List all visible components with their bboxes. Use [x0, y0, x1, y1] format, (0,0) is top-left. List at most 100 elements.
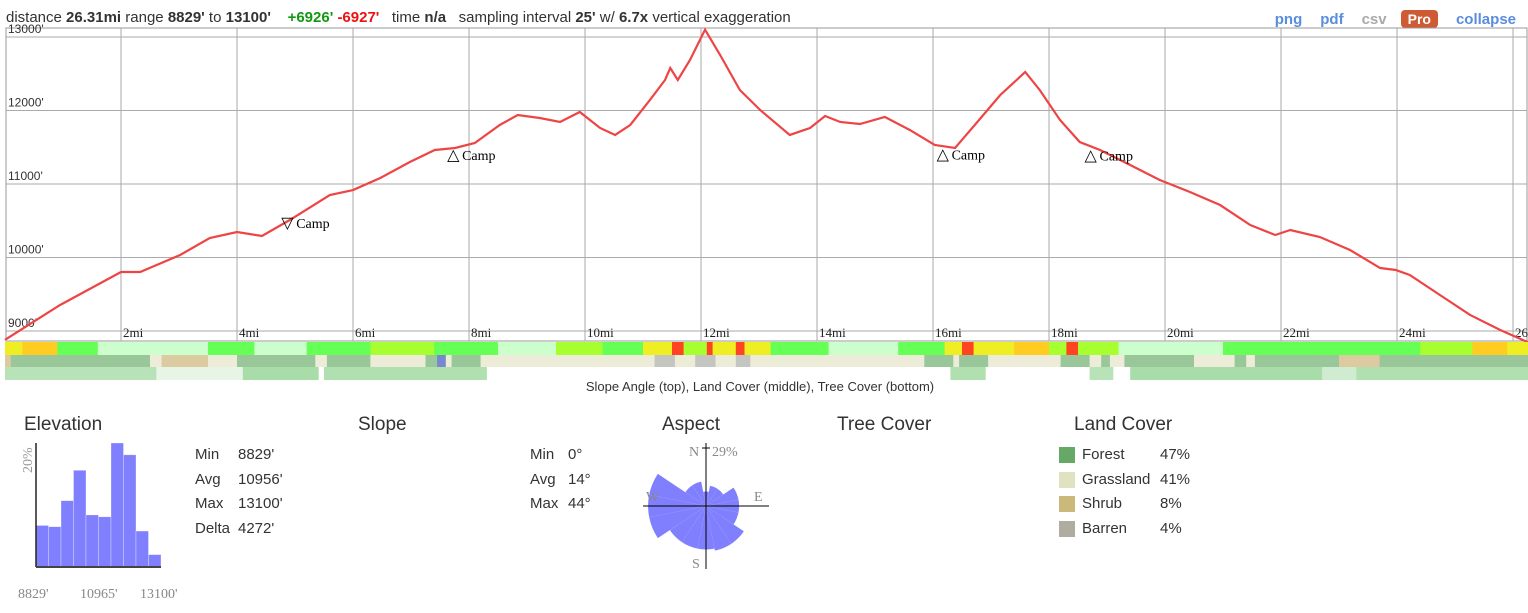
sampling-label: sampling interval: [458, 9, 572, 26]
tree-cover-strip-segment: [950, 367, 986, 380]
histogram-bar: [35, 525, 49, 568]
slope-strip-segment: [828, 342, 899, 355]
aspect-sector: [706, 506, 739, 525]
slope-strip-segment: [735, 342, 745, 355]
slope-strip-segment: [744, 342, 772, 355]
with-label: w/: [599, 9, 615, 26]
elevation-title: Elevation: [24, 414, 103, 435]
collapse-link[interactable]: collapse: [1455, 10, 1516, 28]
tree-cover-title: Tree Cover: [837, 414, 932, 435]
x-axis-label: 13100': [140, 587, 178, 602]
land-cover-strip-segment: [1379, 355, 1528, 367]
slope-strip-segment: [1472, 342, 1508, 355]
x-tick-label: 26: [1515, 325, 1528, 340]
land-cover-strip-segment: [988, 355, 1062, 367]
land-cover-strip-segment: [451, 355, 482, 367]
x-tick-label: 10mi: [587, 325, 614, 340]
x-tick-label: 20mi: [1167, 325, 1194, 340]
land-cover-pct: 8%: [1160, 495, 1182, 512]
tree-cover-histogram: 44%0%50%100%: [813, 430, 1013, 610]
x-tick-label: 16mi: [935, 325, 962, 340]
slope-strip-segment: [1014, 342, 1050, 355]
camp-label: Camp: [462, 149, 495, 164]
land-cover-strip-segment: [1109, 355, 1125, 367]
slope-strip-segment: [121, 342, 209, 355]
slope-strip-segment: [208, 342, 255, 355]
slope-strip-segment: [944, 342, 963, 355]
land-cover-name: Barren: [1082, 519, 1128, 537]
elevation-loss: -6927': [337, 9, 380, 26]
slope-strip-segment: [1066, 342, 1079, 355]
elevation-profile-chart[interactable]: 9000' 10000' 11000' 12000' 13000' 2mi 4mi 6mi 8m…: [0, 0, 1528, 382]
elevation-histogram: 20% 8829' 10965' 13100': [18, 442, 178, 602]
slope-strip-segment: [97, 342, 122, 355]
land-cover-pct: 41%: [1160, 470, 1191, 488]
aspect-sector: [706, 506, 732, 551]
camp-marker-icon[interactable]: △: [1085, 148, 1098, 165]
aspect-sector: [669, 506, 706, 543]
range-min: 8829': [167, 9, 205, 26]
slope-strip-segment: [1507, 342, 1528, 355]
land-cover-swatch: [1059, 520, 1075, 537]
slope-strip-segment: [602, 342, 644, 355]
x-tick-label: 14mi: [819, 325, 846, 340]
camp-marker-icon[interactable]: △: [937, 146, 950, 163]
y-tick-label: 9000': [8, 316, 37, 330]
west-label: W: [646, 490, 660, 505]
export-links: png pdf csv Pro collapse: [1257, 10, 1516, 28]
land-cover-strip-segment: [750, 355, 925, 367]
stat-value: 0°: [568, 446, 583, 463]
land-cover-strip-segment: [1194, 355, 1236, 367]
land-cover-name: Shrub: [1082, 495, 1123, 512]
slope-strip-segment: [1223, 342, 1282, 355]
slope-strip-segment: [1078, 342, 1120, 355]
slope-strip-segment: [556, 342, 603, 355]
land-cover-strip-segment: [437, 355, 447, 367]
histogram-bar: [123, 454, 137, 568]
land-cover-name: Grassland: [1082, 470, 1151, 488]
slope-strip-segment: [672, 342, 685, 355]
camp-marker-icon[interactable]: △: [447, 147, 460, 164]
land-cover-title: Land Cover: [1074, 414, 1173, 435]
tree-cover-strip-segment: [5, 367, 157, 380]
slope-title: Slope: [358, 414, 407, 435]
aspect-max-label: 29%: [712, 445, 738, 460]
slope-strip-segment: [57, 342, 99, 355]
y-max-label: 20%: [21, 447, 36, 473]
png-link[interactable]: png: [1274, 10, 1303, 28]
stat-label: Min: [530, 446, 555, 463]
elevation-line: [4, 27, 1528, 344]
pro-badge[interactable]: Pro: [1400, 10, 1438, 28]
camp-label: Camp: [296, 217, 329, 232]
x-tick-label: 24mi: [1399, 325, 1426, 340]
camp-marker-icon[interactable]: ▽: [281, 215, 294, 232]
north-label: N: [689, 445, 699, 460]
land-cover-strip-segment: [161, 355, 209, 367]
land-cover-strip-segment: [5, 355, 12, 367]
x-axis-label: 10965': [80, 587, 118, 602]
land-cover-name: Forest: [1082, 446, 1125, 463]
camp-label: Camp: [952, 148, 985, 163]
stat-label: Avg: [195, 470, 221, 488]
pdf-link[interactable]: pdf: [1320, 10, 1344, 28]
stat-label: Avg: [530, 470, 556, 488]
camp-label: Camp: [1100, 150, 1133, 165]
stat-value: 14°: [568, 470, 591, 488]
csv-link[interactable]: csv: [1361, 10, 1387, 28]
aspect-sector: [681, 506, 706, 549]
stat-value: 13100': [238, 495, 283, 512]
aspect-sector: [706, 487, 739, 506]
stat-value: 44°: [568, 495, 591, 512]
land-cover-strip-segment: [959, 355, 989, 367]
land-cover-strip-segment: [735, 355, 751, 367]
histogram-bar: [98, 516, 112, 568]
land-cover-strip-segment: [695, 355, 716, 367]
histogram-bar: [85, 514, 99, 568]
slope-strip-segment: [770, 342, 830, 355]
slope-strip-segment: [254, 342, 308, 355]
stat-value: 10956': [238, 470, 283, 488]
exaggeration-label: vertical exaggeration: [652, 9, 791, 26]
exaggeration-value: 6.7x: [618, 9, 649, 26]
elevation-gain: +6926': [287, 9, 334, 26]
y-tick-label: 13000': [8, 22, 44, 36]
